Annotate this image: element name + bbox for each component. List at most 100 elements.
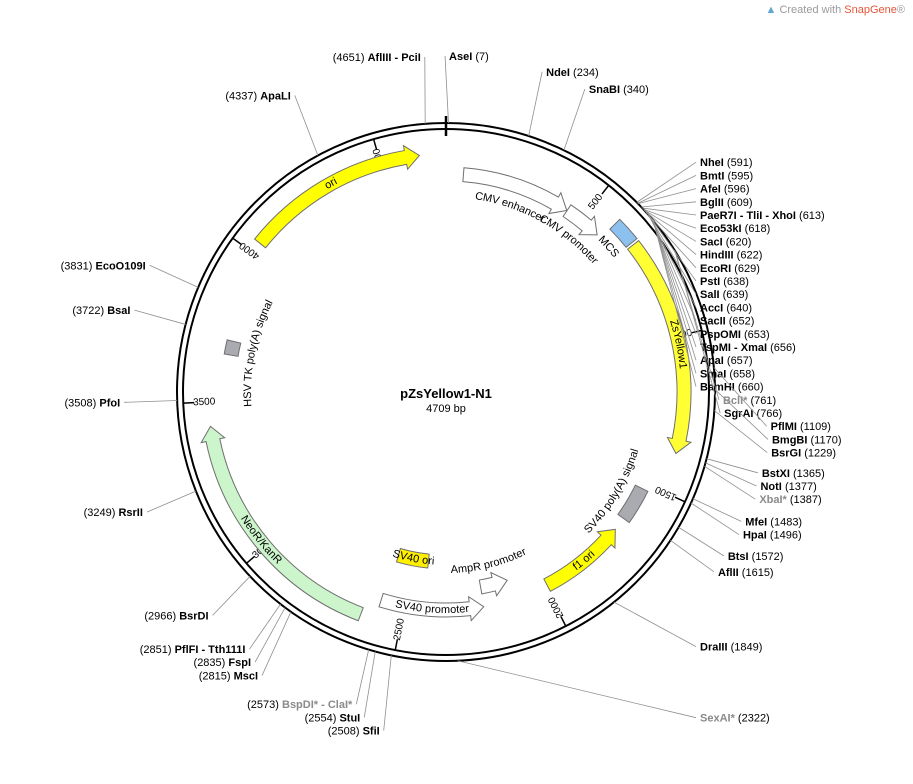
site-label: AccI (640) xyxy=(700,302,752,314)
site-name: SalI xyxy=(700,289,720,301)
site-leader-line xyxy=(675,251,721,414)
feature-sv40-promoter: SV40 promoter xyxy=(378,592,485,622)
site-position: (609) xyxy=(727,197,753,209)
feature-label-path xyxy=(525,510,629,595)
tick-label: 500 xyxy=(586,192,605,212)
site-label: TspMI - XmaI (656) xyxy=(700,342,796,354)
site-name: AccI xyxy=(700,302,723,314)
site-leader-line xyxy=(690,502,740,535)
feature-label-ori: ori xyxy=(323,175,340,191)
site-label: HpaI (1496) xyxy=(743,530,802,542)
site-label: NheI (591) xyxy=(700,157,753,169)
site-label: (2573) BspDI* - ClaI* xyxy=(247,699,353,711)
feature-label-sv40-ori: SV40 ori xyxy=(391,548,435,568)
site-bspdi-clai: (2573) BspDI* - ClaI* xyxy=(247,649,370,711)
site-position: (3249) xyxy=(84,507,116,519)
site-sexai: SexAI* (2322) xyxy=(457,660,770,725)
site-label: PaeR7I - TliI - XhoI (613) xyxy=(700,210,825,222)
site-leader-line xyxy=(637,188,697,205)
site-pspomi: PspOMI (653) xyxy=(651,218,770,341)
site-leader-line xyxy=(254,607,286,663)
site-position: (2322) xyxy=(738,713,770,725)
feature-shape-neor-kanr xyxy=(200,425,364,622)
credit-prefix: Created with xyxy=(779,4,842,16)
site-sacii: SacII (652) xyxy=(651,218,754,328)
site-leader-line xyxy=(528,71,543,137)
site-position: (658) xyxy=(729,368,755,380)
feature-sv40-poly-a-signal: SV40 poly(A) signal xyxy=(582,447,649,536)
site-position: (596) xyxy=(724,184,750,196)
plasmid-name: pZsYellow1-N1 xyxy=(400,386,492,401)
site-name: SgrAI xyxy=(724,408,753,420)
site-position: (622) xyxy=(737,250,763,262)
site-pflmi: PflMI (1109) xyxy=(713,367,831,433)
site-noti: NotI (1377) xyxy=(705,462,817,493)
site-bmgbi: BmgBI (1170) xyxy=(714,389,841,446)
site-label: BglII (609) xyxy=(700,197,753,209)
site-label: BtsI (1572) xyxy=(728,551,784,563)
site-leader-line xyxy=(692,498,742,522)
site-label: BstXI (1365) xyxy=(762,468,825,480)
site-leader-line xyxy=(714,410,768,453)
feature-name: HSV TK poly(A) signal xyxy=(242,298,276,407)
site-psti: PstI (638) xyxy=(647,214,749,288)
site-leader-line xyxy=(613,601,697,647)
site-name: BamHI xyxy=(700,382,735,394)
site-name: SmaI xyxy=(700,368,726,380)
site-name: PspOMI xyxy=(700,329,741,341)
site-leader-line xyxy=(149,264,199,288)
site-leader-line xyxy=(705,462,757,487)
feature-shape-ampr-promoter xyxy=(478,571,508,598)
site-name: BsrDI xyxy=(179,610,208,622)
site-position: (234) xyxy=(573,67,599,79)
site-bsrgi: BsrGI (1229) xyxy=(714,410,836,460)
feature-shape-sv40-promoter xyxy=(378,592,485,622)
site-label: Eco53kI (618) xyxy=(700,223,770,235)
site-snabi: SnaBI (340) xyxy=(563,84,649,151)
site-tspmi-xmai: TspMI - XmaI (656) xyxy=(652,219,796,354)
site-position: (7) xyxy=(475,51,488,63)
site-position: (1615) xyxy=(742,567,774,579)
site-label: DraIII (1849) xyxy=(700,642,762,654)
site-name: TspMI - XmaI xyxy=(700,342,767,354)
site-name: AflIII - PciI xyxy=(368,52,421,64)
site-name: BclI* xyxy=(723,395,748,407)
site-name: SnaBI xyxy=(589,84,620,96)
feature-shape-sv40-poly-a-signal xyxy=(617,484,649,524)
site-apali: (4337) ApaLI xyxy=(225,90,319,156)
site-leader-line xyxy=(294,95,319,156)
site-name: SacI xyxy=(700,236,723,248)
site-leader-line xyxy=(645,212,697,269)
site-bstxi: BstXI (1365) xyxy=(706,458,825,480)
site-position: (638) xyxy=(723,276,749,288)
site-ecori: EcoRI (629) xyxy=(645,212,760,275)
site-name: ApaI xyxy=(700,355,724,367)
site-name: PfoI xyxy=(99,397,120,409)
site-position: (2966) xyxy=(144,610,176,622)
tick-label: 2500 xyxy=(392,617,407,641)
tick-mark xyxy=(372,138,378,150)
site-leader-line xyxy=(636,161,697,203)
tick-mark xyxy=(690,329,702,334)
credit-mark: ® xyxy=(896,4,905,16)
site-position: (618) xyxy=(745,223,771,235)
site-leader-line xyxy=(647,214,697,282)
site-bglii: BglII (609) xyxy=(641,197,753,209)
site-asei: AseI (7) xyxy=(444,51,489,124)
site-label: ApaI (657) xyxy=(700,355,753,367)
site-leader-line xyxy=(563,88,586,151)
site-leader-line xyxy=(457,660,697,719)
feature-shape-sv40-ori xyxy=(395,547,430,569)
site-name: BmgBI xyxy=(772,434,807,446)
site-position: (591) xyxy=(727,157,753,169)
site-label: XbaI* (1387) xyxy=(759,494,821,506)
site-sfii: (2508) SfiI xyxy=(328,655,392,738)
restriction-site-layer: AseI (7)NdeI (234)SnaBI (340)NheI (591)B… xyxy=(61,51,842,738)
site-name: RsrII xyxy=(118,507,142,519)
site-leader-line xyxy=(651,218,697,321)
site-name: BspDI* - ClaI* xyxy=(282,699,353,711)
site-position: (1109) xyxy=(800,421,831,433)
site-label: (2508) SfiI xyxy=(328,726,380,738)
site-label: (3722) BsaI xyxy=(72,305,130,317)
site-bmti: BmtI (595) xyxy=(637,170,753,204)
